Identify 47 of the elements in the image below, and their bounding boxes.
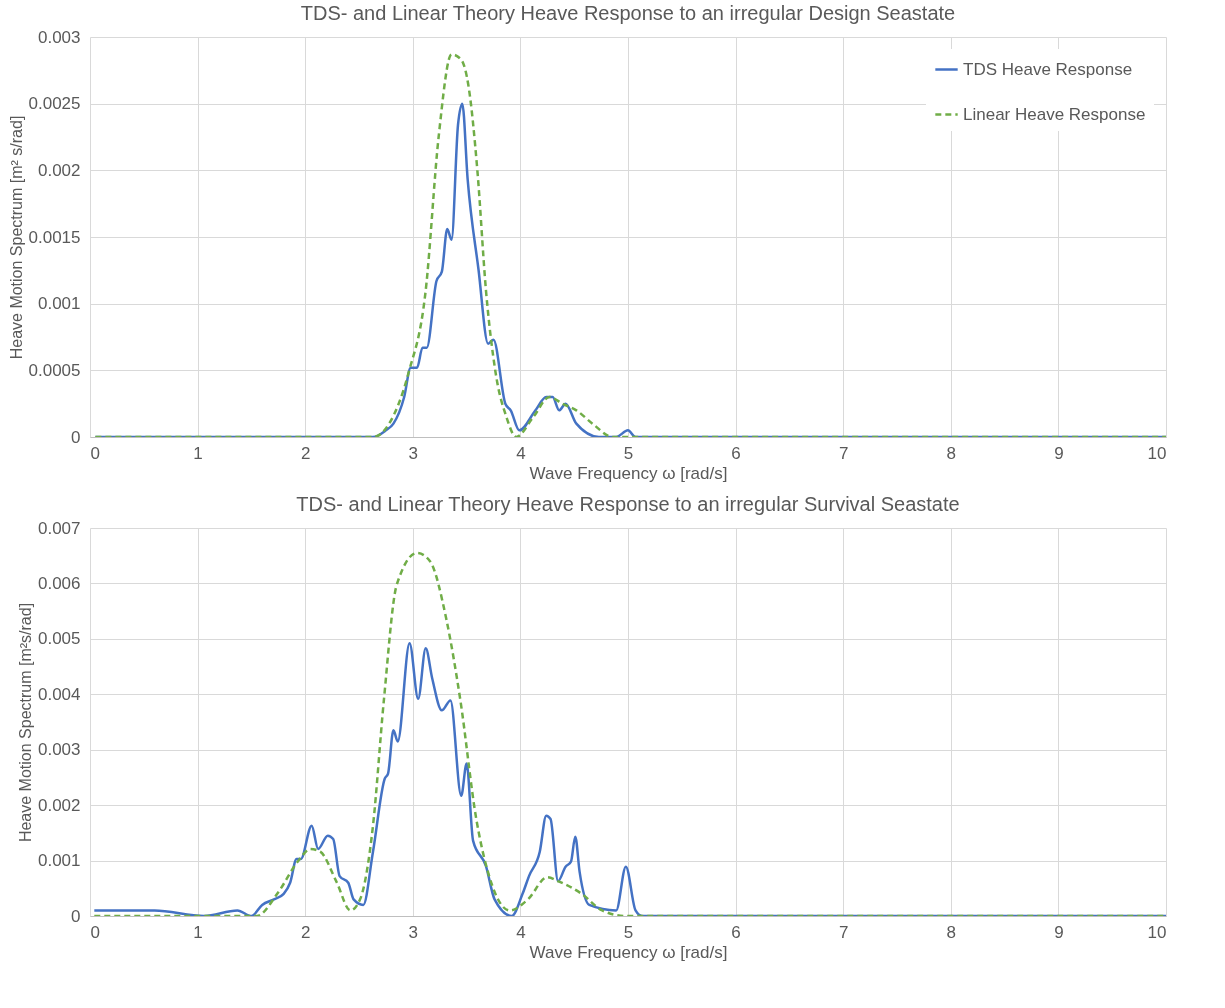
y-tick-label: 0.0005 [28, 360, 81, 380]
x-tick-label: 5 [623, 922, 634, 942]
x-tick-label: 4 [516, 922, 526, 942]
line-series [93, 551, 1166, 916]
x-tick-label: 6 [731, 922, 741, 942]
y-axis-title: Heave Motion Spectrum [m²s/rad] [16, 602, 34, 843]
y-tick-label: 0.003 [37, 740, 81, 760]
chart-title: TDS- and Linear Theory Heave Response to an irregular Survival Seastate [296, 493, 960, 515]
y-tick-label: 0.002 [37, 795, 81, 815]
x-tick-label: 4 [516, 443, 526, 463]
y-tick-label: 0.003 [37, 27, 81, 47]
x-tick-label: 6 [731, 443, 741, 463]
x-tick-label: 9 [1054, 443, 1064, 463]
legend-label: Linear Heave Response [963, 104, 1146, 124]
x-tick-label: 2 [300, 922, 311, 942]
x-axis-title: Wave Frequency ω [rad/s] [529, 463, 728, 483]
x-tick-label: 1 [193, 922, 203, 942]
y-tick-label: 0 [71, 427, 81, 447]
x-tick-label: 8 [946, 443, 957, 463]
y-tick-label: 0 [71, 906, 81, 926]
chart-title: TDS- and Linear Theory Heave Response to an irregular Design Seastate [300, 2, 956, 24]
x-tick-label: 3 [408, 922, 419, 942]
x-axis-title: Wave Frequency ω [rad/s] [529, 942, 728, 962]
x-tick-label: 5 [623, 443, 634, 463]
x-tick-label: 0 [90, 443, 100, 463]
y-tick-label: 0.0015 [28, 227, 81, 247]
y-tick-label: 0.001 [37, 851, 81, 871]
y-axis-title: Heave Motion Spectrum [m² s/rad] [7, 115, 25, 360]
y-tick-label: 0.005 [37, 629, 81, 649]
y-tick-label: 0.001 [37, 294, 81, 314]
legend-label: TDS Heave Response [963, 59, 1133, 79]
x-tick-label: 0 [90, 922, 100, 942]
x-tick-label: 2 [300, 443, 311, 463]
y-tick-label: 0.0025 [28, 94, 81, 114]
x-tick-label: 9 [1054, 922, 1064, 942]
x-tick-label: 1 [193, 443, 203, 463]
y-tick-label: 0.002 [37, 160, 81, 180]
y-tick-label: 0.007 [37, 518, 81, 538]
x-tick-label: 7 [838, 443, 849, 463]
y-tick-label: 0.006 [37, 573, 81, 593]
line-series [93, 642, 1166, 916]
x-tick-label: 10 [1147, 443, 1167, 463]
y-tick-label: 0.004 [37, 684, 81, 704]
x-tick-label: 8 [946, 922, 957, 942]
x-tick-label: 10 [1147, 922, 1167, 942]
x-tick-label: 3 [408, 443, 419, 463]
x-tick-label: 7 [838, 922, 849, 942]
